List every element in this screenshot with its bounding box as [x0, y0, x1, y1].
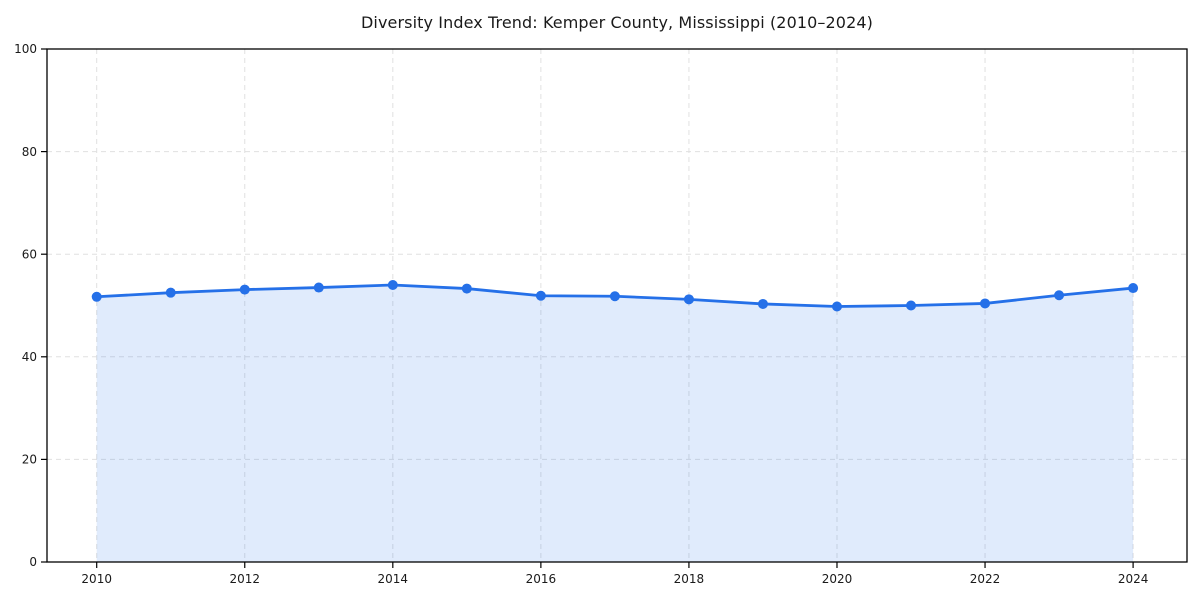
data-point-2020 — [831, 301, 842, 312]
y-tick-label: 20 — [22, 453, 37, 467]
data-point-2024 — [1128, 283, 1139, 294]
data-point-2021 — [906, 300, 917, 311]
data-point-2015 — [461, 283, 472, 294]
area-fill — [96, 284, 1134, 562]
data-point-2016 — [535, 290, 546, 301]
data-point-2019 — [757, 298, 768, 309]
plot-area-border — [46, 48, 1188, 563]
data-point-2022 — [980, 298, 991, 309]
x-tick-label: 2022 — [970, 572, 1001, 586]
y-tick-label: 40 — [22, 350, 37, 364]
x-tick-label: 2014 — [378, 572, 409, 586]
x-tick-label: 2018 — [674, 572, 705, 586]
x-tick-label: 2020 — [822, 572, 853, 586]
data-point-2013 — [313, 282, 324, 293]
data-point-2010 — [91, 291, 102, 302]
data-point-2018 — [683, 294, 694, 305]
data-point-2023 — [1054, 290, 1065, 301]
y-tick-label: 80 — [22, 145, 37, 159]
data-point-2012 — [239, 284, 250, 295]
x-tick-label: 2012 — [229, 572, 260, 586]
x-tick-label: 2010 — [81, 572, 112, 586]
y-tick-label: 60 — [22, 247, 37, 261]
x-tick-label: 2016 — [526, 572, 557, 586]
data-point-2011 — [165, 287, 176, 298]
data-point-2014 — [387, 279, 398, 290]
chart-title: Diversity Index Trend: Kemper County, Mi… — [361, 13, 873, 32]
y-tick-label: 0 — [29, 555, 37, 569]
x-tick-label: 2024 — [1118, 572, 1149, 586]
y-tick-label: 100 — [14, 42, 37, 56]
data-point-2017 — [609, 291, 620, 302]
